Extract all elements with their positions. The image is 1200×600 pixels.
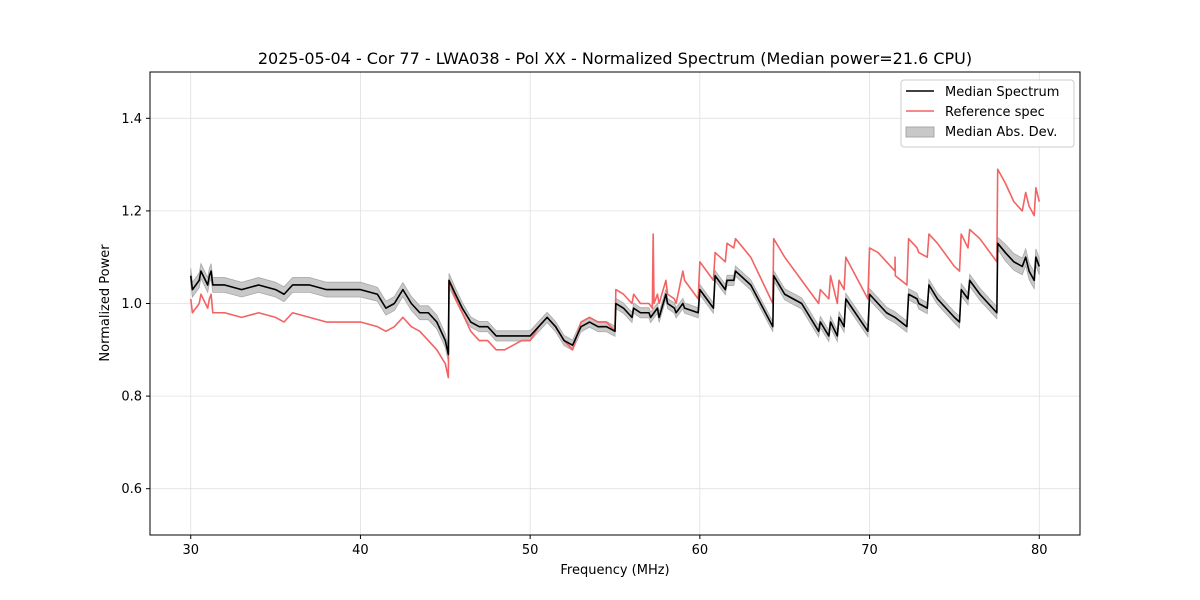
chart-title: 2025-05-04 - Cor 77 - LWA038 - Pol XX - … xyxy=(258,49,972,68)
reference-spec-line xyxy=(189,168,1041,379)
median-abs-dev-band xyxy=(190,236,1040,362)
legend-median-label: Median Spectrum xyxy=(945,85,1059,100)
x-tick-label: 70 xyxy=(861,543,878,558)
mad-band-layer xyxy=(190,236,1040,362)
x-tick-label: 40 xyxy=(352,543,369,558)
x-axis-ticks: 30 40 50 60 70 80 xyxy=(182,535,1048,558)
median-spectrum-line xyxy=(189,242,1041,356)
y-axis-ticks: 0.6 0.8 1.0 1.2 1.4 xyxy=(121,112,150,497)
y-tick-label: 0.8 xyxy=(121,390,142,405)
legend: Median Spectrum Reference spec Median Ab… xyxy=(900,79,1075,148)
x-axis-label: Frequency (MHz) xyxy=(560,563,669,578)
x-tick-label: 50 xyxy=(522,543,539,558)
legend-box xyxy=(900,79,1075,148)
x-tick-label: 80 xyxy=(1031,543,1048,558)
y-axis-label: Normalized Power xyxy=(98,244,113,362)
series-layer xyxy=(189,168,1041,379)
x-tick-label: 30 xyxy=(182,543,199,558)
y-tick-label: 0.6 xyxy=(121,482,142,497)
legend-mad-label: Median Abs. Dev. xyxy=(945,125,1057,140)
legend-reference-label: Reference spec xyxy=(945,105,1045,120)
y-tick-label: 1.4 xyxy=(121,112,142,127)
y-tick-label: 1.0 xyxy=(121,297,142,312)
x-tick-label: 60 xyxy=(692,543,709,558)
y-tick-label: 1.2 xyxy=(121,204,142,219)
legend-mad-swatch xyxy=(905,126,935,138)
